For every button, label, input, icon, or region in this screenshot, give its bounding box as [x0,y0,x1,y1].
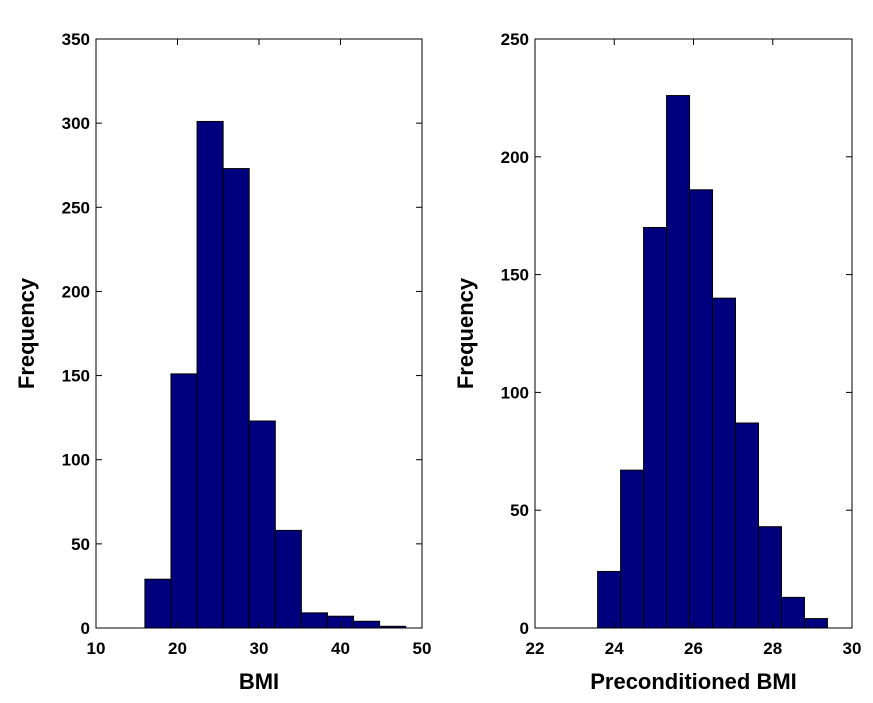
bmi-y-tick-label: 200 [62,282,90,301]
preconditioned-bmi-bar-8 [757,526,782,629]
preconditioned-bmi-y-axis-label: Frequency [453,277,478,389]
bmi-x-tick-label: 40 [331,639,350,658]
preconditioned-bmi-bar-9 [780,596,805,629]
preconditioned-bmi-bar-7 [735,422,759,629]
bmi-x-tick-label: 50 [413,639,432,658]
bmi-bar-3 [196,120,224,629]
bmi-y-tick-label: 0 [81,619,90,638]
preconditioned-bmi-bar-10 [803,618,828,629]
preconditioned-bmi-x-tick-label: 26 [684,639,703,658]
preconditioned-bmi-y-tick-label: 0 [520,619,529,638]
bmi-y-tick-label: 150 [62,367,90,386]
bmi-bar-2 [170,373,198,629]
bmi-x-tick-label: 20 [168,639,187,658]
preconditioned-bmi-x-tick-label: 24 [605,639,624,658]
bmi-bar-9 [353,620,381,629]
preconditioned-bmi-x-axis-label: Preconditioned BMI [590,669,797,694]
preconditioned-bmi-y-tick-label: 150 [501,266,529,285]
preconditioned-bmi-bar-5 [689,189,714,629]
preconditioned-bmi-bar-1 [597,570,622,629]
bmi-y-tick-label: 250 [62,198,90,217]
preconditioned-bmi-y-tick-label: 50 [510,501,529,520]
bmi-bar-1 [144,578,172,629]
preconditioned-bmi-bar-3 [643,226,668,629]
bmi-y-axis-label: Frequency [14,277,39,389]
bmi-bar-6 [274,529,302,629]
preconditioned-bmi-x-tick-label: 22 [526,639,545,658]
preconditioned-bmi-x-tick-label: 28 [763,639,782,658]
preconditioned-bmi-y-tick-label: 200 [501,148,529,167]
bmi-bar-4 [222,168,250,629]
preconditioned-bmi-y-tick-label: 100 [501,383,529,402]
bmi-y-tick-label: 300 [62,114,90,133]
bmi-x-tick-label: 10 [87,639,106,658]
preconditioned-bmi-y-tick-label: 250 [501,30,529,49]
bmi-bar-7 [300,612,328,629]
bmi-histogram-panel: 0 50 100 150 200 250 300 350 10 20 30 40 50 BMI Freque… [14,30,431,694]
bmi-y-tick-label: 50 [71,535,90,554]
preconditioned-bmi-bar-2 [620,469,645,629]
bmi-x-tick-label: 30 [250,639,269,658]
preconditioned-bmi-x-tick-label: 30 [843,639,862,658]
bmi-y-tick-label: 350 [62,30,90,49]
preconditioned-bmi-histogram-panel: 0 50 100 150 200 250 22 24 26 28 30 Preconditioned … [453,30,861,694]
preconditioned-bmi-bar-4 [666,95,691,629]
preconditioned-bmi-bar-6 [712,297,737,629]
bmi-y-tick-label: 100 [62,451,90,470]
bmi-bar-5 [248,420,276,629]
bmi-x-axis-label: BMI [239,669,279,694]
